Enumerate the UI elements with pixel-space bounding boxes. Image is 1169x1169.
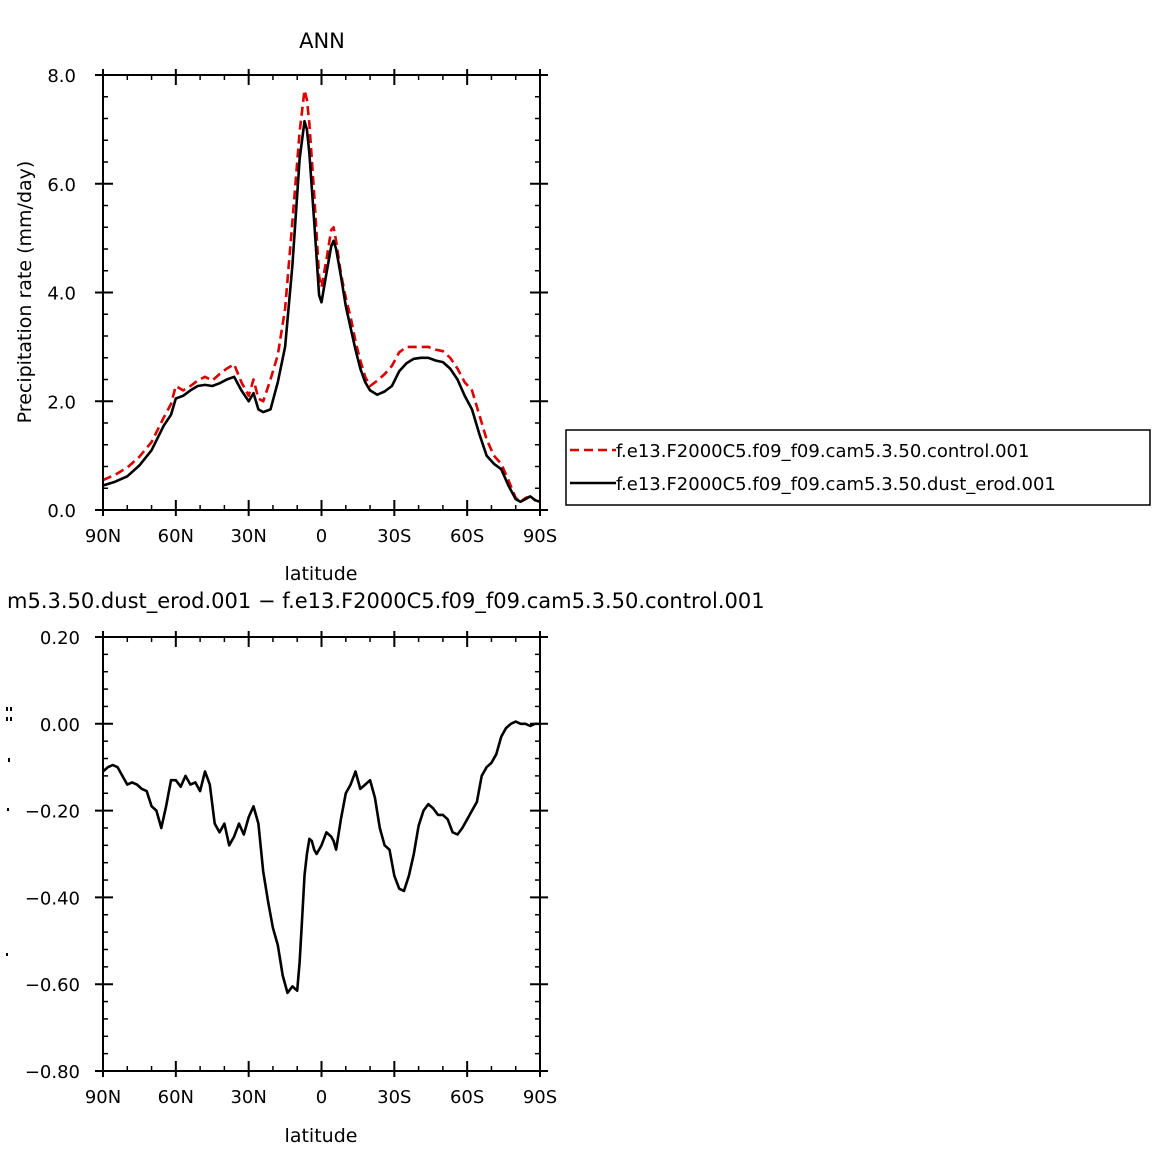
bottom-y-tick-labels: −0.80 −0.60 −0.40 −0.20 0.00 0.20 xyxy=(25,628,80,1083)
x-tick-label: 60N xyxy=(158,526,194,547)
bottom-tick-marks xyxy=(95,631,548,1077)
x-tick-label: 60S xyxy=(450,526,484,547)
series-line-f-e13-f2000c5-f09-f09-cam5-3-50-control-001 xyxy=(102,88,541,504)
bottom-chart-title: m5.3.50.dust_erod.001 − f.e13.F2000C5.f0… xyxy=(7,589,765,614)
x-tick-label: 30N xyxy=(230,1087,266,1108)
x-tick-label: 60S xyxy=(450,1087,484,1108)
series-line-difference xyxy=(102,720,540,995)
x-tick-label: 90N xyxy=(85,526,121,547)
y-tick-label: 4.0 xyxy=(47,284,76,305)
bottom-plot-frame xyxy=(102,636,541,1072)
y-tick-label: 6.0 xyxy=(47,175,76,196)
top-plot-frame xyxy=(102,74,541,511)
x-tick-label: 90S xyxy=(523,526,557,547)
bottom-y-axis-label-fragments xyxy=(6,707,12,956)
x-tick-label: 0 xyxy=(316,526,327,547)
legend-label-dust-erod: f.e13.F2000C5.f09_f09.cam5.3.50.dust_ero… xyxy=(616,474,1056,495)
top-tick-marks xyxy=(95,69,548,516)
y-tick-label: −0.20 xyxy=(25,802,80,823)
legend-label-control: f.e13.F2000C5.f09_f09.cam5.3.50.control.… xyxy=(616,441,1029,462)
y-tick-label: −0.80 xyxy=(25,1062,80,1083)
top-y-tick-labels: 0.0 2.0 4.0 6.0 8.0 xyxy=(47,66,76,522)
x-tick-label: 0 xyxy=(316,1087,327,1108)
series-line-f-e13-f2000c5-f09-f09-cam5-3-50-dust-erod-001 xyxy=(102,119,541,504)
bottom-x-tick-labels: 90N 60N 30N 0 30S 60S 90S xyxy=(85,1087,557,1108)
x-tick-label: 30S xyxy=(377,526,411,547)
y-tick-label: −0.60 xyxy=(25,975,80,996)
top-x-tick-labels: 90N 60N 30N 0 30S 60S 90S xyxy=(85,526,557,547)
top-panel: ANN 90N 60N 30N 0 30S 60S 90S 0.02.04.06.08.0 … xyxy=(14,29,1151,585)
bottom-series-lines xyxy=(102,720,540,995)
legend-box xyxy=(565,429,1151,506)
x-tick-label: 30N xyxy=(230,526,266,547)
top-chart-title: ANN xyxy=(299,29,345,53)
x-tick-label: 60N xyxy=(158,1087,194,1108)
top-series-lines xyxy=(102,88,541,504)
y-tick-label: 8.0 xyxy=(47,66,76,87)
x-tick-label: 30S xyxy=(377,1087,411,1108)
top-y-axis-label: Precipitation rate (mm/day) xyxy=(14,161,36,424)
y-tick-label: −0.40 xyxy=(25,888,80,909)
y-tick-label: 0.00 xyxy=(40,715,80,736)
x-tick-label: 90N xyxy=(85,1087,121,1108)
bottom-x-axis-label: latitude xyxy=(285,1125,358,1147)
top-x-axis-label: latitude xyxy=(285,563,358,585)
x-tick-label: 90S xyxy=(523,1087,557,1108)
y-tick-label: 2.0 xyxy=(47,392,76,413)
y-tick-label: 0.20 xyxy=(40,628,80,649)
y-tick-label: 0.0 xyxy=(47,501,76,522)
legend: f.e13.F2000C5.f09_f09.cam5.3.50.control.… xyxy=(565,429,1151,506)
bottom-panel: m5.3.50.dust_erod.001 − f.e13.F2000C5.f0… xyxy=(6,589,765,1147)
